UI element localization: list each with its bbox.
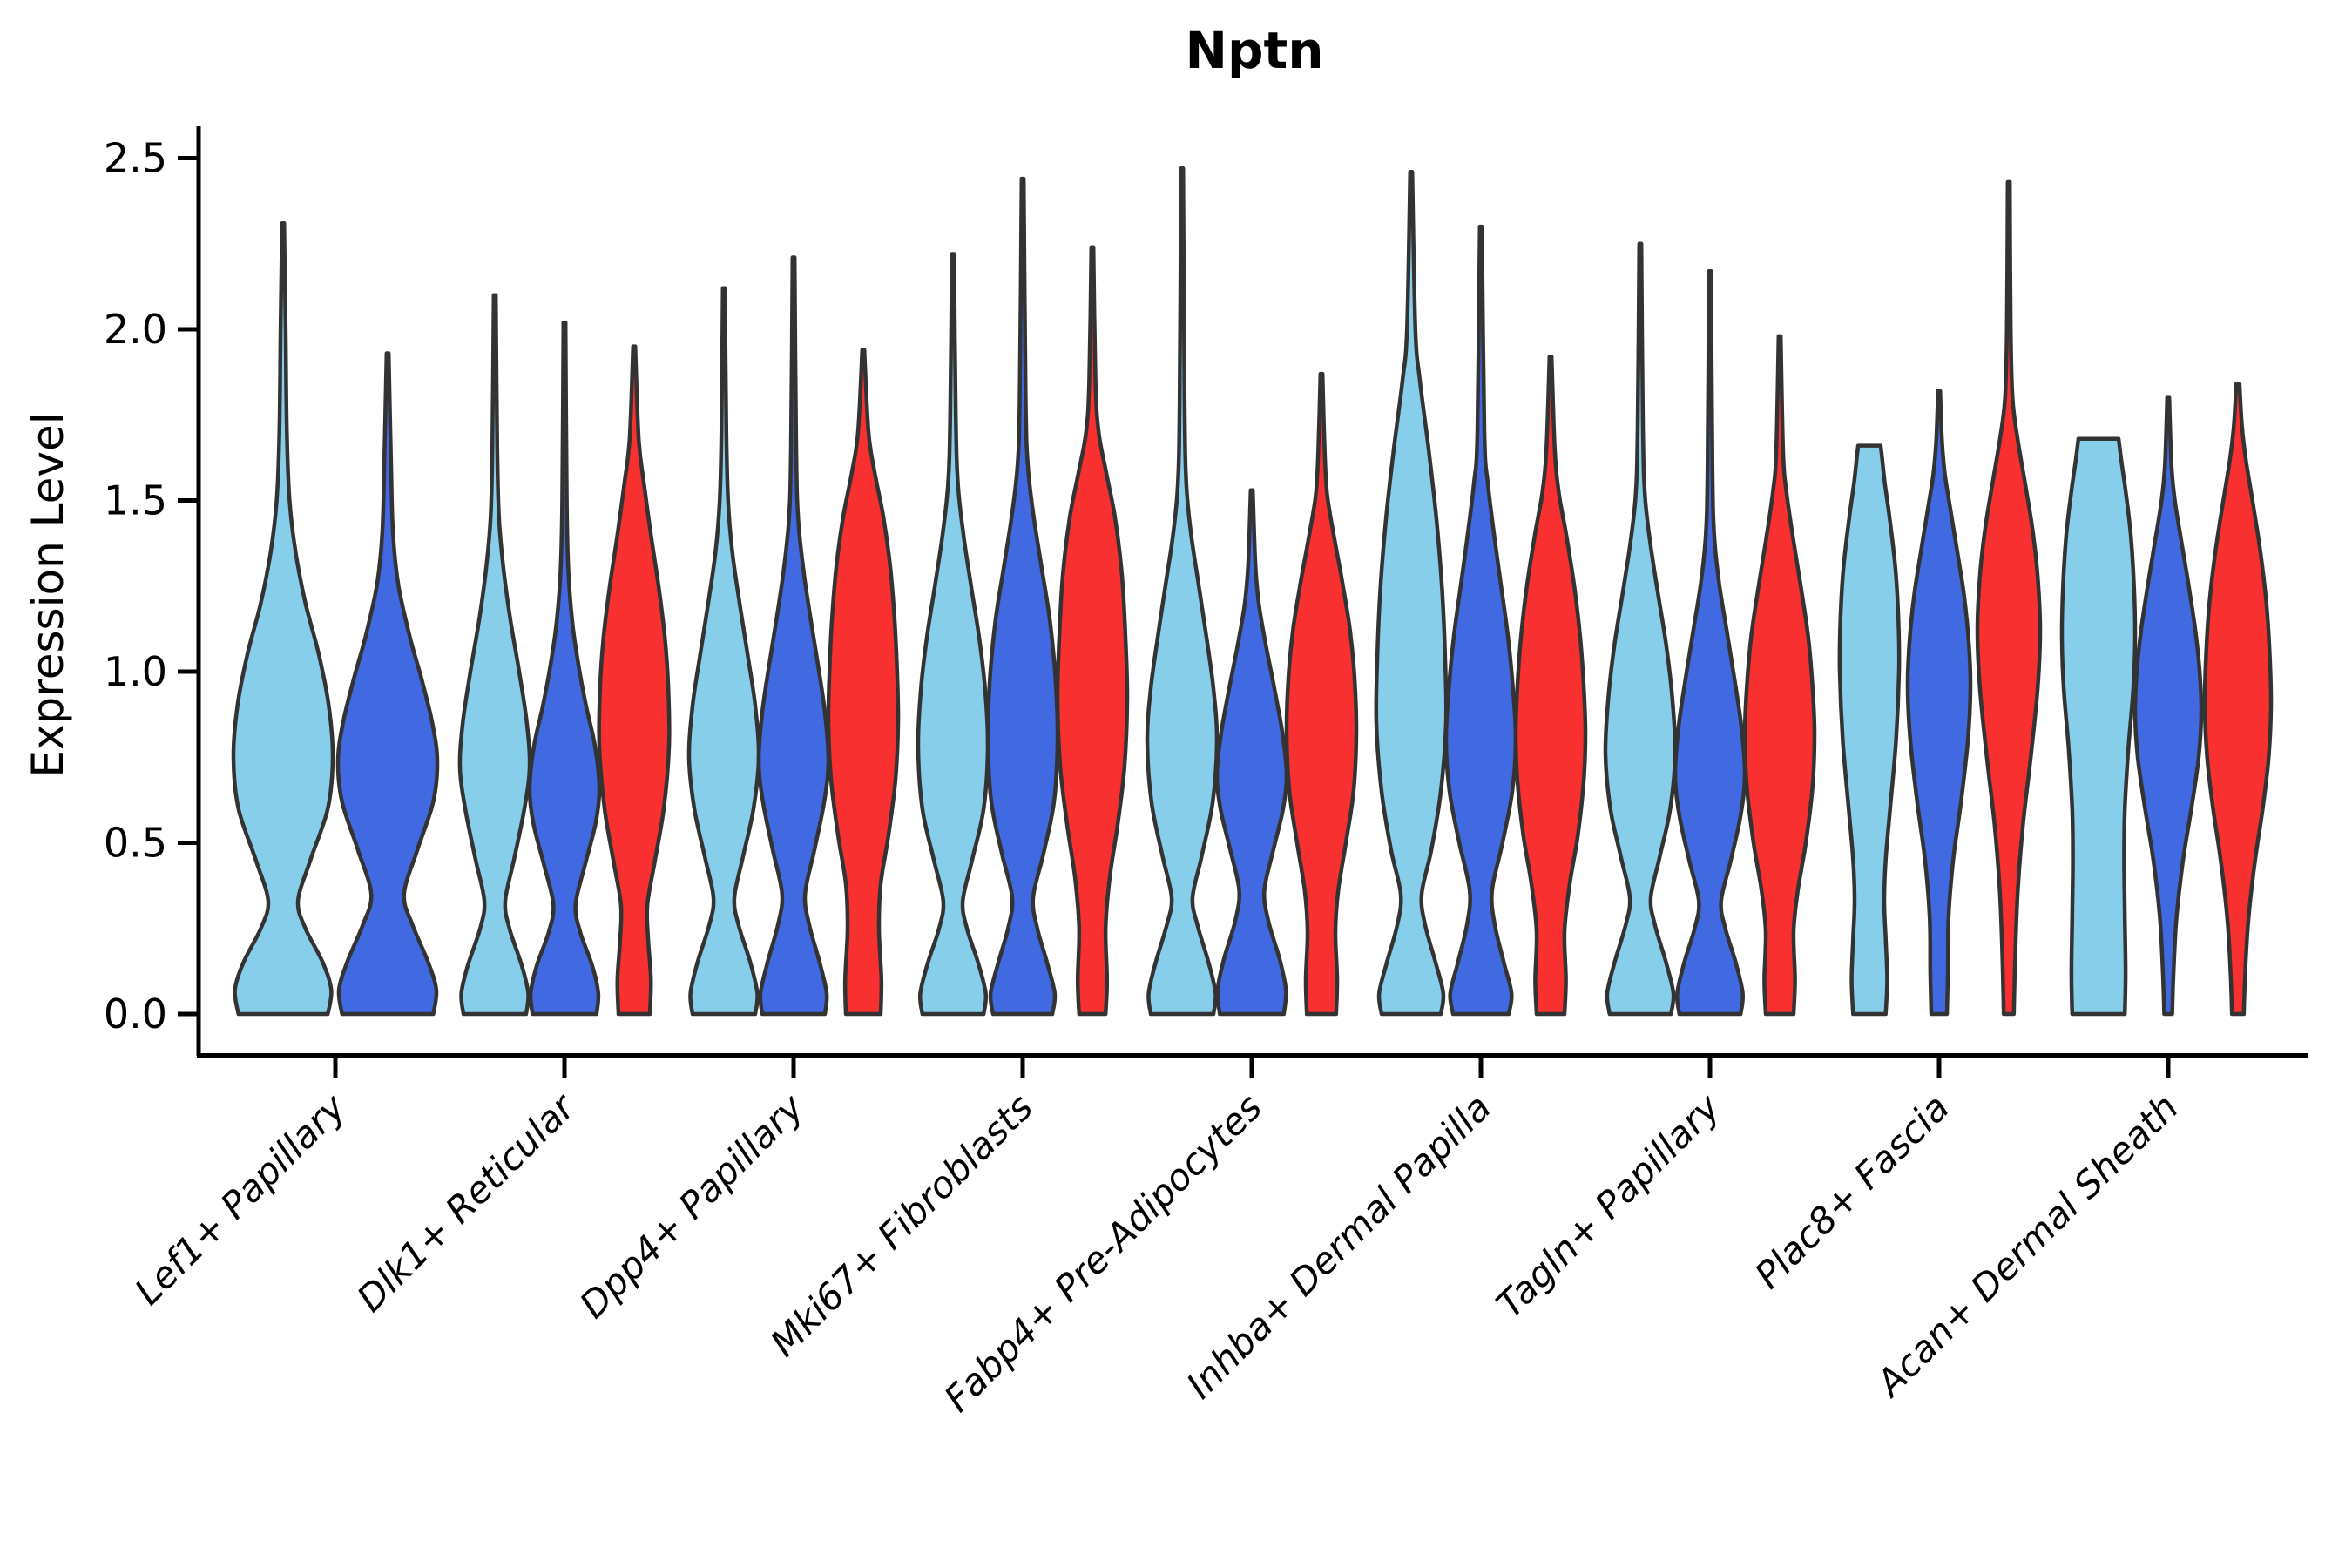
y-tick-label: 0.5 [104,820,167,867]
violin-7-condition-red [1975,179,2043,1017]
violin-6-condition-red [1742,334,1817,1017]
violin-1-condition-blue [527,320,602,1017]
violin-3-condition-blue [985,176,1060,1017]
y-tick-label: 1.0 [104,648,167,695]
violin-5-condition-red [1513,355,1588,1017]
violin-4-condition-lightblue [1145,166,1220,1017]
violins-layer [231,166,2274,1017]
y-axis-label: Expression Level [23,412,73,777]
x-tick-label-7: Plac8+ Fascia [1747,1085,1957,1296]
violin-1-condition-red [597,344,672,1017]
violin-7-condition-lightblue [1837,443,1902,1017]
violin-2-condition-red [826,348,901,1017]
x-tick-label-0: Lef1+ Papillary [126,1085,355,1314]
violin-8-condition-blue [2132,395,2204,1017]
violin-4-condition-blue [1214,488,1289,1017]
violin-3-condition-red [1055,245,1130,1017]
violin-1-condition-lightblue [457,293,532,1017]
violin-2-condition-blue [756,255,831,1017]
violin-5-condition-blue [1443,224,1518,1017]
x-tick-label-3: Mki67+ Fibroblasts [762,1085,1041,1364]
violin-8-condition-lightblue [2059,436,2138,1017]
violin-3-condition-lightblue [916,252,990,1017]
x-tick-label-2: Dpp4+ Papillary [571,1085,813,1327]
violin-4-condition-red [1284,371,1359,1017]
y-tick-label: 1.5 [104,477,167,524]
y-tick-label: 2.5 [104,135,167,182]
x-tick-label-1: Dlk1+ Reticular [348,1084,585,1320]
violin-5-condition-lightblue [1374,169,1449,1017]
x-tick-label-6: Tagln+ Papillary [1488,1085,1729,1327]
violin-0-condition-blue [335,351,440,1017]
violin-6-condition-blue [1673,268,1747,1017]
y-tick-label: 2.0 [104,306,167,353]
plot-title: Nptn [1185,21,1323,80]
violin-8-condition-red [2202,382,2274,1017]
violin-0-condition-lightblue [231,220,335,1017]
violin-6-condition-lightblue [1603,241,1678,1017]
violin-7-condition-blue [1905,389,1973,1017]
violin-2-condition-lightblue [686,286,761,1017]
y-tick-label: 0.0 [104,990,167,1037]
